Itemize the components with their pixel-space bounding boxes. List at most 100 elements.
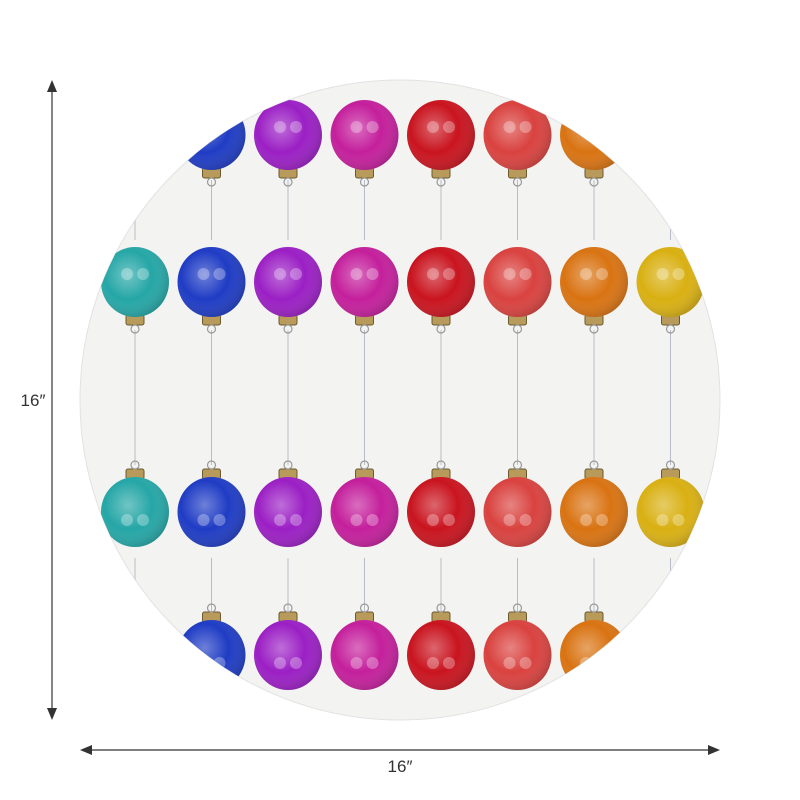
ornament-shine [101, 477, 169, 547]
arrow-head [708, 745, 720, 755]
ornament-shine [254, 620, 322, 690]
ornament-shine [101, 247, 169, 317]
ornament-cap [661, 611, 680, 623]
ornament-loop [206, 324, 217, 334]
ornament [330, 603, 399, 690]
ornament-highlight [519, 121, 532, 133]
ornament-highlight [580, 121, 592, 133]
ornament-loop [512, 460, 523, 470]
ornament-highlight [137, 514, 149, 526]
ornament [483, 100, 552, 187]
ornament-highlight [197, 121, 210, 133]
ornament-highlight [596, 657, 608, 669]
ornament-highlight [503, 657, 516, 669]
ornament-shine [407, 100, 475, 170]
ornament-cap [125, 611, 145, 623]
ornament [636, 247, 705, 334]
ornament-highlight [427, 657, 439, 669]
ornament-shine [254, 100, 322, 170]
ornament-loop [436, 603, 446, 613]
ornament-loop [130, 177, 140, 187]
ornament-shine [636, 620, 705, 690]
ornament-highlight [121, 514, 133, 526]
ornament [101, 100, 169, 187]
ornament-highlight [596, 268, 608, 280]
ornament-loop [130, 460, 140, 470]
width-label: 16″ [388, 757, 413, 776]
ornament-shine [636, 477, 705, 547]
ornament [101, 603, 169, 690]
ornament-highlight [596, 121, 608, 133]
ornament-ball [636, 620, 705, 690]
ornament-pattern [101, 100, 705, 690]
ornament-loop [512, 603, 523, 613]
ornament-loop [359, 177, 370, 187]
ornament-highlight [672, 657, 685, 669]
ornament-highlight [137, 657, 149, 669]
ornament [254, 247, 322, 334]
ornament-highlight [213, 514, 226, 526]
width-dimension: 16″ [80, 745, 720, 776]
ornament-highlight [290, 514, 302, 526]
ornament-loop [436, 324, 446, 334]
ornament-loop [589, 177, 599, 187]
ornament-highlight [519, 268, 532, 280]
ornament-highlight [366, 121, 379, 133]
ornament-highlight [443, 121, 455, 133]
ornament [483, 460, 552, 547]
ornament-highlight [350, 121, 363, 133]
ornament-shine [407, 620, 475, 690]
ornament-loop [283, 460, 293, 470]
ornament-shine [254, 477, 322, 547]
ornament-highlight [350, 514, 363, 526]
ornament-shine [407, 247, 475, 317]
ornament-highlight [137, 121, 149, 133]
ornament-highlight [274, 514, 286, 526]
ornament-highlight [656, 121, 669, 133]
ornament-highlight [656, 657, 669, 669]
ornament [254, 100, 322, 187]
ornament-shine [330, 620, 399, 690]
ornament-shine [483, 247, 552, 317]
ornament-highlight [580, 268, 592, 280]
ornament-highlight [503, 268, 516, 280]
ornament-highlight [366, 268, 379, 280]
ornament-shine [177, 477, 246, 547]
ornament-highlight [503, 121, 516, 133]
ornament [407, 247, 475, 334]
ornament [636, 460, 705, 547]
ornament-highlight [656, 514, 669, 526]
ornament [254, 460, 322, 547]
ornament-highlight [519, 657, 532, 669]
ornament-highlight [197, 657, 210, 669]
height-dimension: 16″ [21, 80, 57, 720]
ornament-highlight [137, 268, 149, 280]
ornament-loop [359, 460, 370, 470]
ornament-highlight [519, 514, 532, 526]
ornament-loop [206, 460, 217, 470]
ornament-loop [359, 603, 370, 613]
ornament-highlight [121, 121, 133, 133]
ornament [254, 603, 322, 690]
ornament-highlight [443, 514, 455, 526]
ornament-highlight [427, 514, 439, 526]
ornament-highlight [596, 514, 608, 526]
ornament-loop [512, 324, 523, 334]
ornament [330, 100, 399, 187]
ornament-ball [101, 100, 169, 170]
ornament-shine [560, 477, 628, 547]
ornament-highlight [274, 657, 286, 669]
ornament [330, 247, 399, 334]
ornament [483, 247, 552, 334]
ornament-highlight [672, 121, 685, 133]
ornament-loop [283, 324, 293, 334]
ornament-shine [330, 100, 399, 170]
ornament-highlight [290, 268, 302, 280]
ornament-loop [589, 460, 599, 470]
ornament-loop [130, 324, 140, 334]
ornament-highlight [121, 268, 133, 280]
ornament-loop [665, 177, 676, 187]
arrow-head [47, 80, 57, 92]
ornament-highlight [350, 657, 363, 669]
ornament-highlight [427, 268, 439, 280]
